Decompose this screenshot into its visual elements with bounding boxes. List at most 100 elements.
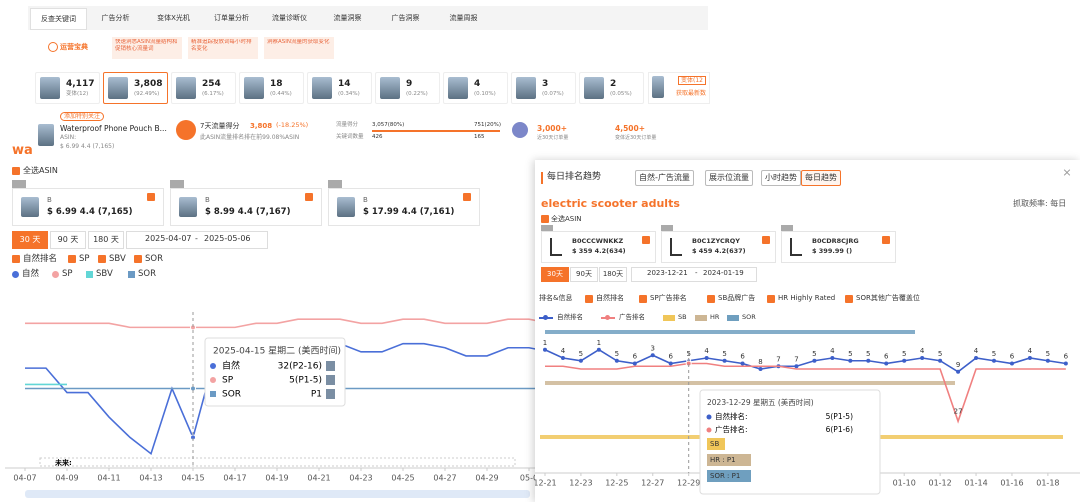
x-tick-label: 01-10 <box>893 479 916 488</box>
checkbox[interactable] <box>541 215 549 223</box>
variant-card[interactable]: 3 (0.07%) <box>511 72 576 104</box>
x-tick-label: 01-12 <box>928 479 951 488</box>
product-name: Waterproof Phone Pouch B... <box>60 124 167 133</box>
tab[interactable]: 反查关键词 <box>30 8 87 30</box>
variant-share: (0.07%) <box>542 91 564 97</box>
tab[interactable]: 订单量分析 <box>204 8 259 28</box>
asin-card[interactable]: B $ 8.99 4.4 (7,167) <box>170 188 322 226</box>
variant-card[interactable]: 3,808 (92.49%) <box>103 72 168 104</box>
data-point <box>1009 361 1014 366</box>
tooltip-tag <box>707 438 725 450</box>
data-point <box>560 356 565 360</box>
view-button[interactable]: 每日趋势 <box>801 170 841 186</box>
tooltip-name: 自然排名: <box>715 411 748 421</box>
checkbox[interactable] <box>767 295 775 303</box>
x-tick-label: 04-07 <box>13 474 36 483</box>
thumbnail <box>312 77 332 99</box>
checkbox[interactable] <box>68 255 76 263</box>
tip-card[interactable]: 精准追踪投放词每小时排名变化 <box>188 37 258 59</box>
orders-value: 3,000+ <box>537 124 568 133</box>
split-b: 165 <box>474 134 485 140</box>
tab[interactable]: 流量洞察 <box>320 8 375 28</box>
tip-text: 精准追踪投放词每小时排名变化 <box>191 39 252 52</box>
view-button[interactable]: 小时趋势 <box>761 170 801 186</box>
variant-card[interactable]: 4,117 变体(12) <box>35 72 100 104</box>
range-button[interactable]: 90天 <box>570 267 598 282</box>
tab[interactable]: 流量诊断仪 <box>262 8 317 28</box>
asin-card[interactable]: B0C1ZYCRQY $ 459 4.2(637) <box>661 231 776 263</box>
variant-card[interactable]: 9 (0.22%) <box>375 72 440 104</box>
score-note: 此ASIN流量排名排在前99.08%ASIN <box>200 134 300 141</box>
legend-marker <box>12 271 19 278</box>
asin-card[interactable]: B $ 6.99 4.4 (7,165) <box>12 188 164 226</box>
future-label: 未来: <box>55 458 72 467</box>
checkbox[interactable] <box>707 295 715 303</box>
checkbox[interactable] <box>12 255 20 263</box>
variant-share: (92.49%) <box>134 91 160 97</box>
x-tick-label: 01-14 <box>964 479 987 488</box>
view-button[interactable]: 自然-广告流量 <box>635 170 694 186</box>
asin-card[interactable]: B0CCCWNKKZ $ 359 4.2(634) <box>541 231 656 263</box>
checkbox[interactable] <box>134 255 142 263</box>
data-point <box>543 347 547 352</box>
range-label: 180天 <box>602 270 624 278</box>
data-label: 5 <box>992 350 996 358</box>
x-tick-label: 04-13 <box>139 474 162 483</box>
filter-label: SP广告排名 <box>650 294 687 302</box>
checkbox[interactable] <box>305 193 313 201</box>
data-label: 27 <box>954 407 963 415</box>
checkbox[interactable] <box>762 236 770 244</box>
range-button[interactable]: 90 天 <box>50 231 86 249</box>
checkbox[interactable] <box>147 193 155 201</box>
tooltip-value: 5(P1-5) <box>289 376 322 386</box>
tab[interactable]: 流量周报 <box>436 8 491 28</box>
data-label: 6 <box>1010 353 1015 361</box>
checkbox[interactable] <box>845 295 853 303</box>
checkbox[interactable] <box>642 236 650 244</box>
range-button[interactable]: 30 天 <box>12 231 48 249</box>
tip-card[interactable]: 洞察ASIN流量的获取变化 <box>264 37 334 59</box>
data-label: 7 <box>794 355 798 363</box>
date-box[interactable] <box>126 231 268 249</box>
tab[interactable]: 变体X光机 <box>146 8 201 28</box>
checkbox[interactable] <box>585 295 593 303</box>
variant-card[interactable]: 254 (6.17%) <box>171 72 236 104</box>
tab-label: 自然-广告流量 <box>639 173 690 182</box>
tooltip-tag <box>707 454 751 466</box>
variant-card[interactable]: 14 (0.34%) <box>307 72 372 104</box>
variant-card[interactable]: 18 (0.44%) <box>239 72 304 104</box>
checkbox[interactable] <box>463 193 471 201</box>
range-button[interactable]: 30天 <box>541 267 569 282</box>
asin-price: $ 399.99 () <box>812 247 853 255</box>
variant-more-card <box>648 72 710 104</box>
view-button[interactable]: 展示位流量 <box>705 170 753 186</box>
checkbox[interactable] <box>98 255 106 263</box>
select-all: 全选ASIN <box>23 166 58 175</box>
legend-label: 广告排名 <box>619 313 645 321</box>
score-change: (-18.25%) <box>276 121 309 129</box>
filter-label: SOR其他广告覆盖位 <box>856 294 920 302</box>
tab[interactable]: 广告洞察 <box>378 8 433 28</box>
variant-card[interactable]: 4 (0.10%) <box>443 72 508 104</box>
checkbox[interactable] <box>882 236 890 244</box>
range-button[interactable]: 180 天 <box>88 231 124 249</box>
variant-value: 3,808 <box>134 79 163 89</box>
checkbox[interactable] <box>639 295 647 303</box>
legend-label: SOR <box>138 269 156 279</box>
tab[interactable]: 广告分析 <box>88 8 143 28</box>
data-label: 5 <box>848 350 852 358</box>
date-box[interactable] <box>631 267 757 282</box>
score-icon <box>176 120 196 140</box>
x-tick-label: 01-18 <box>1036 479 1059 488</box>
checkbox[interactable] <box>12 167 20 175</box>
legend-label: SOR <box>742 313 756 321</box>
tooltip-tag-label: SB <box>710 440 719 448</box>
asin-card[interactable]: B $ 17.99 4.4 (7,161) <box>328 188 480 226</box>
range-button[interactable]: 180天 <box>599 267 627 282</box>
scooter-icon <box>670 238 682 256</box>
variant-card[interactable]: 2 (0.05%) <box>579 72 644 104</box>
tip-card[interactable]: 快速洞悉ASIN流量结构和促销核心流量词 <box>112 37 182 59</box>
asin-card[interactable]: B0CDR8CJRG $ 399.99 () <box>781 231 896 263</box>
x-tick-label: 04-29 <box>475 474 498 483</box>
